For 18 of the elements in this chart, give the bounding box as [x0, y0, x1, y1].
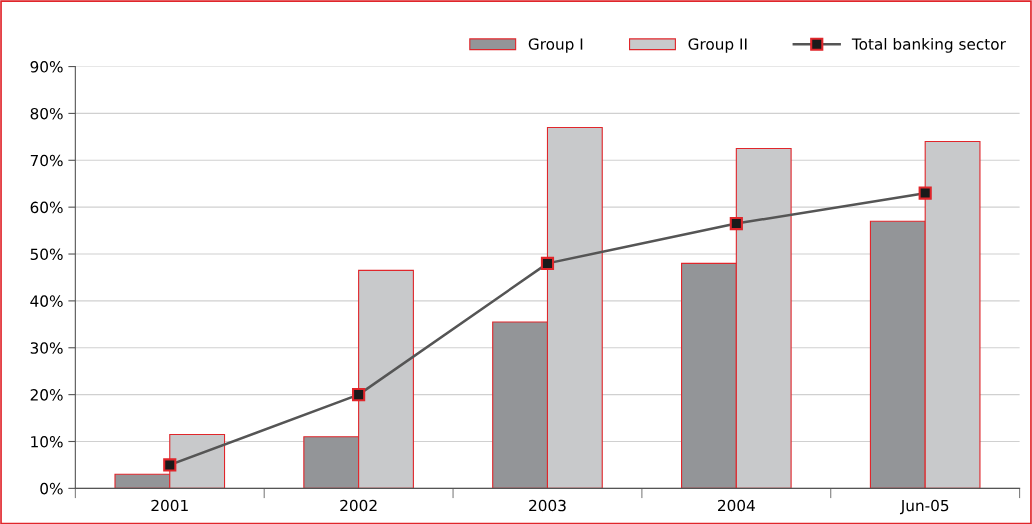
x-tick-label: 2004: [718, 499, 755, 512]
x-tick-label: Jun-05: [899, 499, 949, 515]
y-tick-label: 30%: [30, 342, 63, 354]
y-tick-label: 90%: [30, 61, 63, 73]
x-tick-label: 2001: [151, 499, 188, 512]
y-tick-label: 10%: [31, 435, 63, 448]
y-tick-label: 40%: [30, 295, 63, 307]
legend-label: Group II: [688, 38, 747, 53]
y-tick-label: 80%: [30, 107, 63, 120]
y-tick-label: 70%: [30, 154, 63, 167]
legend-label: Total banking sector: [851, 38, 1006, 53]
x-tick-label: 2003: [529, 499, 566, 512]
legend-label: Group I: [528, 38, 583, 53]
y-tick-label: 20%: [30, 389, 63, 401]
y-tick-label: 50%: [30, 248, 63, 261]
x-tick-label: 2002: [340, 499, 377, 512]
y-tick-label: 60%: [30, 201, 63, 214]
y-tick-label: 0%: [40, 482, 63, 495]
